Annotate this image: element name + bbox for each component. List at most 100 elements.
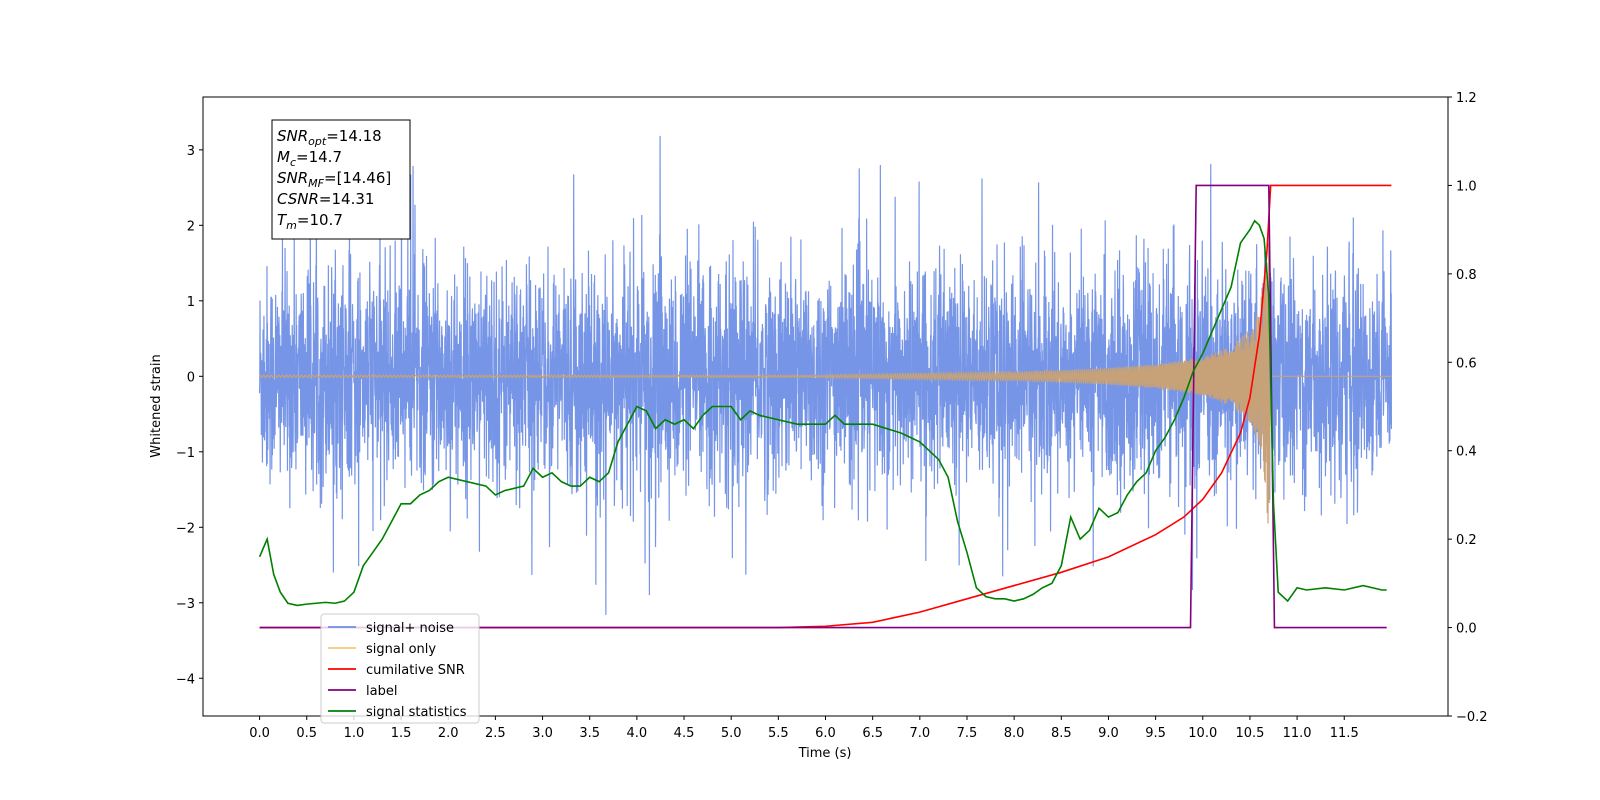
x-tick: 7.5 [957,716,978,741]
legend-label: label [366,684,397,699]
y-right-tick-label: 0.4 [1456,445,1477,460]
x-tick-label: 3.5 [579,726,600,741]
x-tick: 8.5 [1051,716,1072,741]
x-tick-label: 0.5 [296,726,317,741]
legend-entry: signal only [328,642,436,657]
y-right-tick-label: 0.0 [1456,622,1477,637]
y-left-tick: −4 [176,672,203,687]
x-tick-label: 3.0 [532,726,553,741]
y-right-tick-label: 1.2 [1456,91,1477,106]
y-left-tick: −1 [176,446,203,461]
x-tick: 11.0 [1283,716,1312,741]
x-tick: 7.0 [909,716,930,741]
x-tick-label: 10.5 [1235,726,1264,741]
x-tick: 4.0 [627,716,648,741]
y-left-tick-label: 3 [187,144,195,159]
x-axis-label: Time (s) [798,746,852,761]
x-tick-label: 2.0 [438,726,459,741]
x-tick: 10.0 [1188,716,1217,741]
info-line: Tm=10.7 [277,211,343,232]
series-signal-only [259,242,1392,524]
x-tick: 11.5 [1330,716,1359,741]
info-line: SNRMF=[14.46] [277,169,391,190]
y-left-tick-label: −3 [176,597,195,612]
y-right-tick: 0.8 [1448,268,1477,283]
y-right-tick-label: 0.6 [1456,356,1477,371]
x-tick-label: 7.0 [909,726,930,741]
legend-label: signal statistics [366,705,467,720]
x-tick-label: 5.5 [768,726,789,741]
x-tick: 0.5 [296,716,317,741]
y-right-tick-label: −0.2 [1456,710,1488,725]
x-tick: 9.5 [1145,716,1166,741]
y-right-tick: 1.0 [1448,179,1477,194]
y-left-tick: 2 [187,219,203,234]
legend-entry: signal+ noise [328,621,454,636]
legend-label: cumilative SNR [366,663,465,678]
info-box-frame [271,119,411,240]
x-tick-label: 1.5 [391,726,412,741]
legend: signal+ noise signal only cumilative SNR la… [320,613,480,724]
x-tick-label: 7.5 [957,726,978,741]
y-left-tick-label: 1 [187,295,195,310]
y-right-tick-label: 1.0 [1456,179,1477,194]
y-right-tick: −0.2 [1448,710,1488,725]
y-left-tick: −2 [176,521,203,536]
series-layer [258,135,1393,629]
y-right-tick-label: 0.2 [1456,533,1477,548]
y-axis-right: 1.2 1.0 0.8 0.6 0.4 0.2 0.0 −0.2 [1448,91,1488,725]
x-tick-label: 0.0 [249,726,270,741]
x-tick-label: 2.5 [485,726,506,741]
y-right-tick: 0.2 [1448,533,1477,548]
y-left-tick: 3 [187,144,203,159]
x-tick-label: 1.0 [344,726,365,741]
series-label [259,184,1387,629]
x-tick: 6.5 [862,716,883,741]
x-tick-label: 6.0 [815,726,836,741]
x-tick: 8.0 [1004,716,1025,741]
y-right-tick: 0.4 [1448,445,1477,460]
x-tick-label: 11.0 [1283,726,1312,741]
x-tick: 5.0 [721,716,742,741]
info-line: CSNR=14.31 [277,190,374,208]
legend-frame [320,613,480,724]
x-tick-label: 9.5 [1145,726,1166,741]
x-tick: 3.5 [579,716,600,741]
x-tick: 9.0 [1098,716,1119,741]
x-tick-label: 6.5 [862,726,883,741]
info-box: SNRopt=14.18Mc=14.7SNRMF=[14.46]CSNR=14.… [271,119,411,240]
info-line: SNRopt=14.18 [277,127,382,148]
y-right-tick-label: 0.8 [1456,268,1477,283]
legend-entry: signal statistics [328,705,467,720]
x-tick-label: 8.5 [1051,726,1072,741]
x-tick: 10.5 [1235,716,1264,741]
x-tick: 0.0 [249,716,270,741]
x-tick-label: 10.0 [1188,726,1217,741]
y-left-tick: −3 [176,597,203,612]
legend-entry: label [328,684,397,699]
y-left-tick-label: 2 [187,219,195,234]
info-line: Mc=14.7 [277,148,342,169]
x-tick: 5.5 [768,716,789,741]
series-cumulative-snr [259,184,1392,629]
y-right-tick: 0.6 [1448,356,1477,371]
x-tick: 6.0 [815,716,836,741]
y-axis-label: Whitened strain [149,354,164,457]
legend-entry: cumilative SNR [328,663,465,678]
y-left-tick-label: −2 [176,521,195,536]
y-left-tick-label: 0 [187,370,195,385]
legend-label: signal only [366,642,436,657]
y-left-tick-label: −1 [176,446,195,461]
x-tick-label: 8.0 [1004,726,1025,741]
series-signal-statistics [258,219,1387,607]
y-left-tick: 0 [187,370,203,385]
x-tick-label: 4.5 [674,726,695,741]
x-tick-label: 9.0 [1098,726,1119,741]
x-tick: 3.0 [532,716,553,741]
x-tick-label: 4.0 [627,726,648,741]
y-left-tick-label: −4 [176,672,195,687]
x-tick: 4.5 [674,716,695,741]
y-right-tick: 0.0 [1448,622,1477,637]
y-left-tick: 1 [187,295,203,310]
